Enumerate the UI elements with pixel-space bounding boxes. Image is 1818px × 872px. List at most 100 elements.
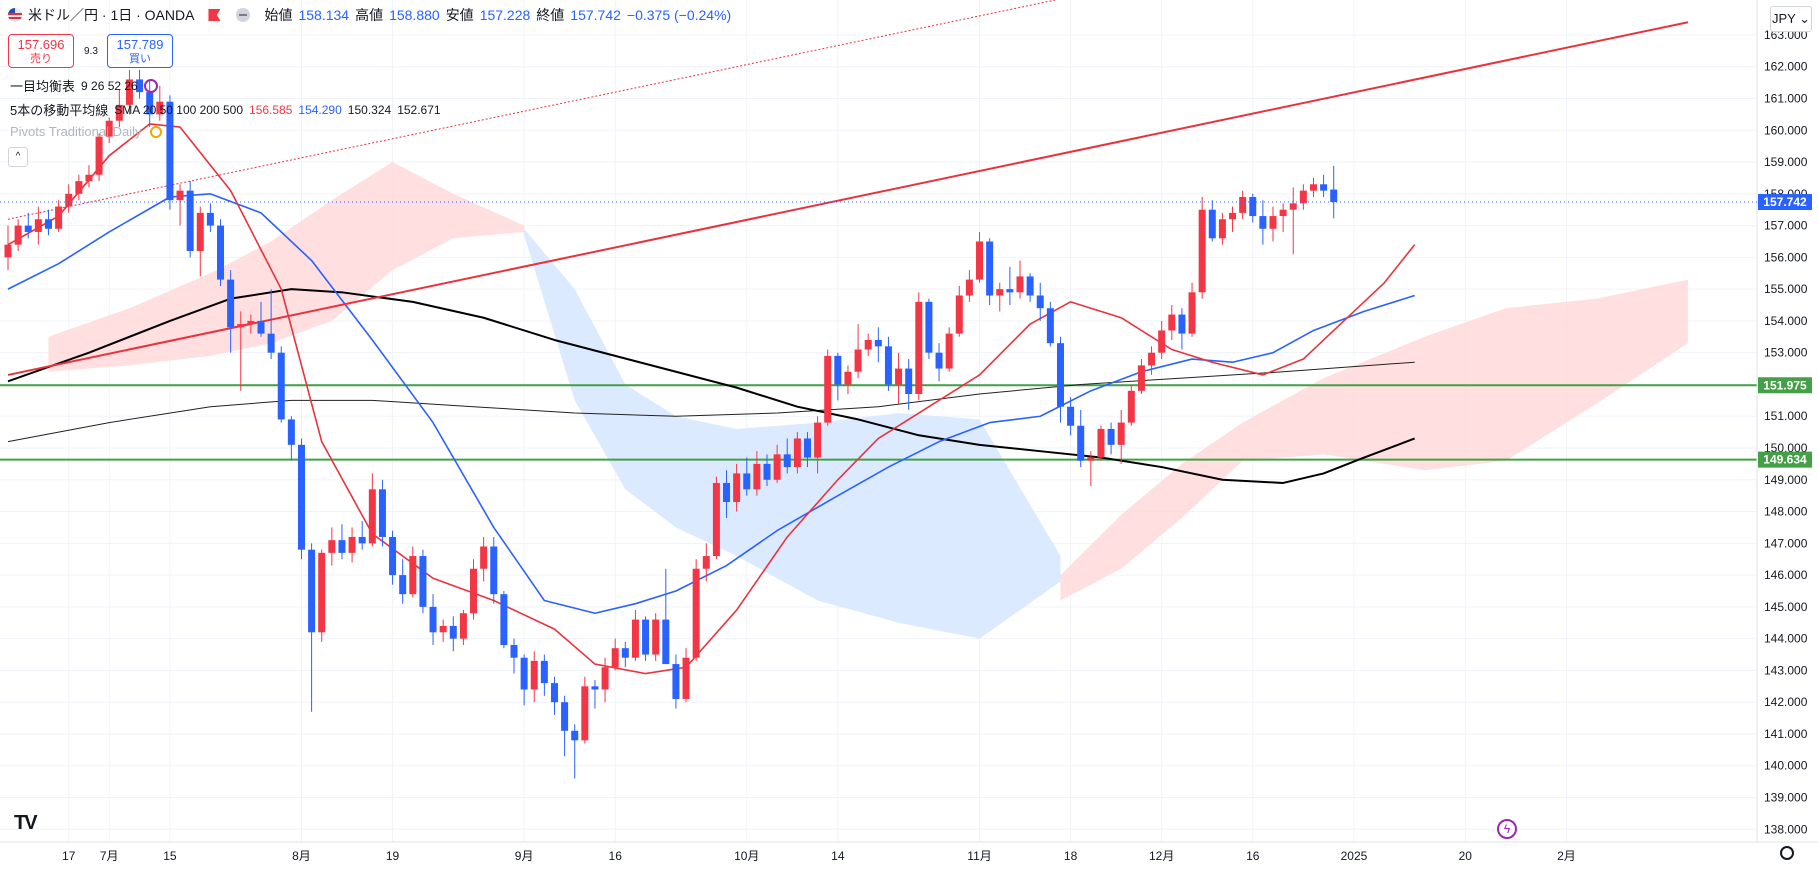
time-tick-label: 7月: [100, 849, 119, 863]
candle-body: [783, 454, 791, 468]
candle-body: [237, 324, 245, 328]
candle-body: [642, 619, 650, 655]
price-tick-label: 138.000: [1764, 822, 1808, 836]
ichimoku-cloud-red: [1060, 279, 1688, 601]
candle-body: [247, 320, 255, 325]
lightning-icon[interactable]: ϟ: [1497, 819, 1517, 839]
sma500-line: [7, 361, 1415, 443]
candle-body: [955, 295, 963, 334]
close-label: 終値: [536, 7, 565, 23]
candle-body: [581, 686, 589, 741]
candle-body: [449, 625, 457, 639]
candle-body: [136, 79, 144, 93]
open-value: 158.134: [298, 7, 350, 23]
price-axis: 138.000 139.000 140.000 141.000 142.000 143.0…: [1764, 28, 1808, 836]
moving-average-lines: [7, 123, 1416, 675]
sell-price: 157.696: [17, 37, 65, 52]
trendlines: [7, 0, 1689, 376]
spread-value: 9.3: [84, 46, 98, 57]
candle-body: [196, 212, 204, 252]
price-tick-label: 157.000: [1764, 219, 1808, 233]
level-price-label-bg: [1758, 377, 1812, 394]
candle-body: [803, 438, 811, 458]
candle-body: [662, 619, 670, 665]
candle-body: [297, 444, 305, 550]
ichimoku-label: 一目均衡表: [10, 79, 76, 94]
candle-body: [915, 301, 923, 394]
sell-label: 売り: [30, 53, 52, 65]
candle-body: [1320, 184, 1328, 191]
collapse-legend-button[interactable]: ^: [8, 147, 28, 167]
price-tick-label: 145.000: [1764, 600, 1808, 614]
candle-body: [1067, 406, 1075, 426]
candle-body: [1309, 184, 1317, 191]
ma-legend[interactable]: 5本の移動平均線 SMA 20 50 100 200 500 156.585 1…: [10, 100, 441, 119]
symbol-title[interactable]: 米ドル／円 · 1日 · OANDA: [28, 7, 195, 23]
candle-body: [65, 193, 73, 207]
loading-icon: [143, 78, 158, 93]
candle-body: [95, 136, 103, 175]
candle-body: [753, 463, 761, 490]
candle-body: [692, 568, 700, 658]
ichimoku-cloud-blue: [524, 228, 1061, 639]
candle-body: [1208, 209, 1216, 239]
candle-body: [561, 702, 569, 731]
ma-value-200: 150.324: [347, 102, 392, 117]
candle-body: [712, 482, 720, 557]
price-tick-label: 159.000: [1764, 155, 1808, 169]
candle-body: [723, 482, 731, 503]
candle-body: [409, 556, 417, 595]
price-tick-label: 155.000: [1764, 282, 1808, 296]
price-tick-label: 149.000: [1764, 473, 1808, 487]
candle-body: [996, 289, 1004, 296]
candle-body: [1178, 314, 1186, 334]
price-tick-label: 154.000: [1764, 314, 1808, 328]
candle-body: [348, 536, 356, 553]
minus-circle-icon[interactable]: [236, 8, 251, 22]
candle-body: [1107, 428, 1115, 445]
buy-button[interactable]: 157.789 買い: [107, 34, 173, 68]
candle-body: [884, 346, 892, 385]
buy-price: 157.789: [116, 37, 164, 52]
candle-body: [1016, 276, 1024, 293]
candle-body: [287, 419, 295, 445]
us-flag-icon: [8, 8, 22, 22]
pivots-legend[interactable]: Pivots Traditional Daily: [10, 124, 162, 139]
sell-button[interactable]: 157.696 売り: [8, 34, 74, 68]
candle-body: [1279, 209, 1287, 217]
time-tick-label: 11月: [967, 849, 991, 863]
candle-body: [470, 568, 478, 614]
price-tick-label: 162.000: [1764, 60, 1808, 74]
open-label: 始値: [264, 7, 293, 23]
candle-body: [1239, 196, 1247, 213]
candle-body: [419, 556, 427, 607]
candle-body: [1158, 330, 1166, 353]
trendline-solid: [7, 21, 1689, 376]
candle-body: [743, 473, 751, 490]
candle-body: [874, 339, 882, 347]
candle-body: [227, 279, 235, 328]
price-tick-label: 161.000: [1764, 91, 1808, 105]
candle-body: [1036, 295, 1044, 309]
price-tick-label: 156.000: [1764, 250, 1808, 264]
tradingview-logo-icon[interactable]: TV: [14, 812, 38, 834]
candle-body: [44, 219, 52, 229]
level-price-label: 151.975: [1763, 378, 1807, 392]
time-tick-label: 20: [1459, 849, 1473, 863]
candle-body: [844, 371, 852, 385]
candle-body: [682, 657, 690, 700]
candle-body: [763, 463, 771, 480]
flag-marker-icon[interactable]: [208, 9, 221, 21]
ichimoku-legend[interactable]: 一目均衡表 9 26 52 26: [10, 76, 158, 95]
currency-select[interactable]: JPY ⌄: [1770, 6, 1812, 32]
candle-body: [591, 686, 599, 690]
candle-body: [814, 422, 822, 458]
settings-gear-icon[interactable]: [1780, 846, 1794, 860]
candle-body: [338, 540, 346, 553]
time-tick-label: 19: [386, 849, 400, 863]
candle-body: [14, 225, 22, 245]
candle-body: [864, 339, 872, 350]
currency-label: JPY: [1771, 11, 1796, 26]
candle-body: [1137, 365, 1145, 391]
